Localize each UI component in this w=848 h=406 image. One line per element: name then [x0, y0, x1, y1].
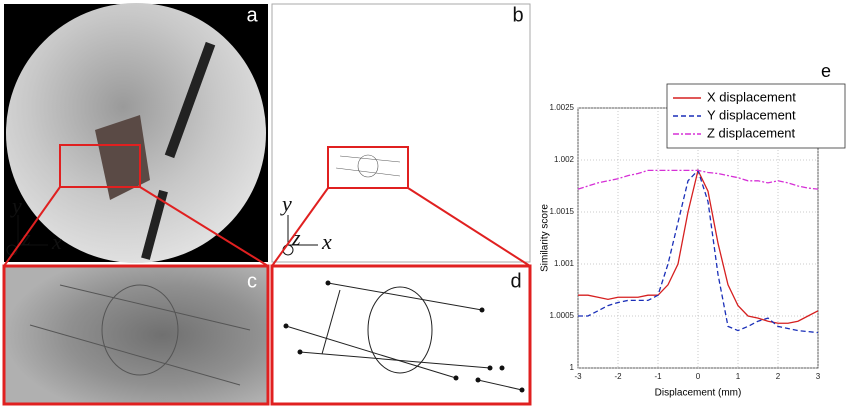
panel-b: b y z x	[271, 3, 531, 263]
x-tick-label: -3	[574, 372, 582, 381]
panel-label: c	[247, 270, 257, 292]
panel-label: a	[246, 4, 258, 26]
y-tick-label: 1.0025	[550, 103, 575, 112]
y-tick-label: 1.0005	[550, 311, 575, 320]
axis-letter: x	[321, 229, 332, 254]
y-tick-label: 1	[570, 363, 575, 372]
axis-letter: z	[21, 225, 31, 250]
legend-label: X displacement	[707, 89, 796, 104]
x-tick-label: 2	[776, 372, 781, 381]
panel-c: c	[2, 264, 270, 406]
y-tick-label: 1.001	[554, 259, 575, 268]
y-axis-label: Similarity score	[540, 204, 551, 272]
x-tick-label: 0	[696, 372, 701, 381]
x-tick-label: -1	[654, 372, 662, 381]
y-tick-label: 1.0015	[550, 207, 575, 216]
panel-label: d	[510, 270, 521, 292]
x-tick-label: 1	[736, 372, 741, 381]
axis-letter: y	[10, 193, 22, 218]
panel-label: b	[512, 4, 523, 26]
legend-label: Z displacement	[707, 125, 796, 140]
x-axis-label: Displacement (mm)	[655, 388, 742, 399]
series-line	[577, 169, 819, 190]
panel-a: a y z x	[4, 3, 268, 263]
x-tick-label: -2	[614, 372, 622, 381]
legend-label: Y displacement	[707, 107, 796, 122]
y-tick-label: 1.002	[554, 155, 575, 164]
chart-title: e	[821, 61, 831, 81]
axis-letter: z	[291, 225, 301, 250]
legend	[666, 83, 846, 149]
axis-letter: y	[280, 191, 292, 216]
zoom-lines	[3, 186, 531, 267]
chart-e: e Displacement (mm) Similarity score 1 1.…	[540, 61, 846, 399]
panel-d: d	[270, 264, 532, 406]
x-tick-label: 3	[816, 372, 821, 381]
axis-letter: x	[51, 229, 62, 254]
